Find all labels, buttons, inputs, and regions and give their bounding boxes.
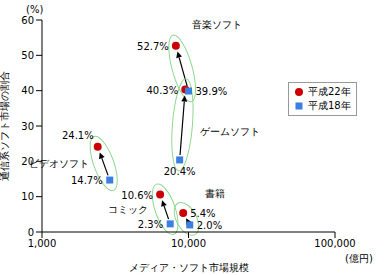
svg-text:50: 50 (21, 50, 34, 61)
svg-text:10: 10 (21, 191, 34, 202)
svg-text:コミック: コミック (108, 204, 148, 215)
svg-text:39.9%: 39.9% (196, 86, 228, 97)
html-text:平成18年: 平成18年 (308, 100, 351, 111)
svg-text:52.7%: 52.7% (137, 41, 169, 52)
svg-text:14.7%: 14.7% (71, 175, 103, 186)
svg-text:10,000: 10,000 (171, 238, 206, 249)
html-text:(億円): (億円) (345, 253, 373, 264)
svg-text:メディア・ソフト市場規模: メディア・ソフト市場規模 (129, 262, 249, 273)
svg-text:ゲームソフト: ゲームソフト (200, 126, 260, 137)
svg-text:0: 0 (28, 227, 34, 238)
svg-text:30: 30 (21, 121, 34, 132)
svg-text:5.4%: 5.4% (190, 208, 215, 219)
svg-text:20: 20 (21, 156, 34, 167)
svg-text:2.0%: 2.0% (197, 220, 222, 231)
html-text:平成22年: 平成22年 (308, 86, 351, 97)
svg-text:100,000: 100,000 (314, 238, 355, 249)
svg-text:20.4%: 20.4% (164, 166, 196, 177)
svg-text:通信系ソフト市場の割合: 通信系ソフト市場の割合 (8, 71, 10, 181)
svg-text:24.1%: 24.1% (62, 130, 94, 141)
svg-text:2.3%: 2.3% (138, 219, 163, 230)
svg-text:60: 60 (21, 15, 34, 26)
svg-text:10.6%: 10.6% (121, 190, 153, 201)
svg-text:音楽ソフト: 音楽ソフト (192, 19, 242, 30)
svg-text:ビデオソフト: ビデオソフト (29, 158, 89, 169)
svg-text:40.3%: 40.3% (146, 85, 178, 96)
svg-text:40: 40 (21, 85, 34, 96)
svg-text:1,000: 1,000 (28, 238, 57, 249)
svg-text:書籍: 書籍 (205, 188, 225, 199)
